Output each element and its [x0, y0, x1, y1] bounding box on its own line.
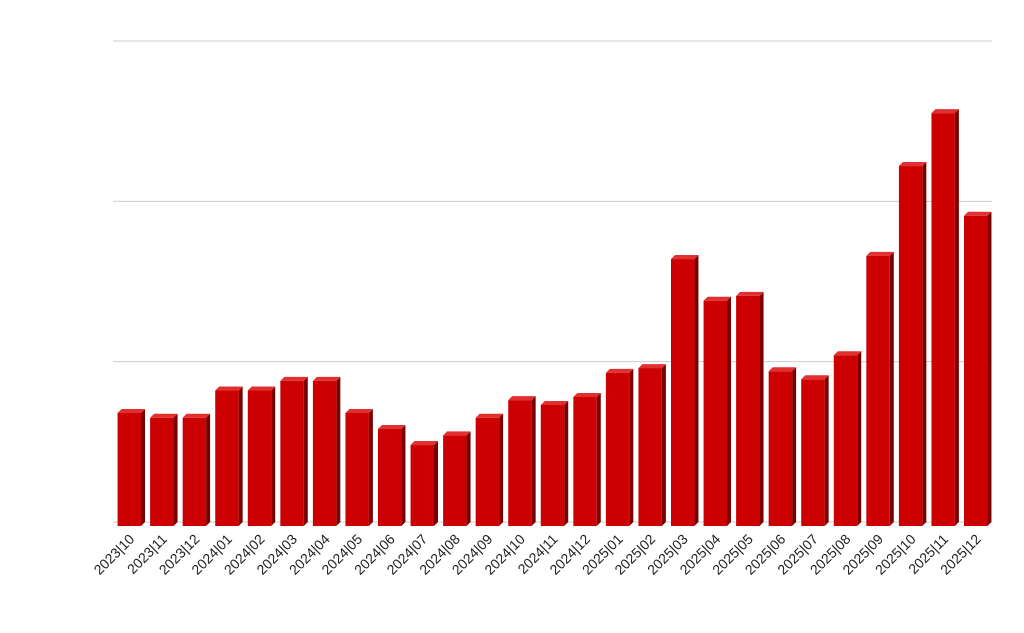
bar: [443, 435, 467, 526]
bar-side: [401, 425, 406, 526]
bar-side: [987, 211, 992, 526]
bar-side: [759, 291, 764, 526]
bar-top: [443, 431, 471, 436]
bar-side: [922, 162, 927, 526]
bar-side: [466, 431, 471, 526]
bar-top: [671, 255, 699, 260]
bar-side: [271, 386, 276, 526]
bar-side: [564, 400, 569, 526]
bar: [475, 417, 500, 526]
bar: [280, 380, 304, 526]
bar: [573, 396, 597, 526]
bar-side: [238, 386, 243, 526]
bar-side: [824, 375, 829, 526]
bar-side: [889, 251, 894, 526]
bar: [182, 417, 207, 526]
bar-side: [531, 396, 536, 526]
bar: [768, 371, 793, 526]
bar-side: [596, 392, 601, 526]
bar: [964, 215, 988, 526]
bar-top: [703, 296, 731, 301]
bar-top: [215, 386, 243, 391]
bar: [247, 390, 272, 526]
bar-top: [964, 211, 992, 216]
bar-top: [280, 376, 308, 381]
bar: [736, 295, 760, 526]
bar-top: [410, 441, 438, 446]
bar: [605, 372, 630, 526]
bar-side: [499, 413, 504, 526]
bar-side: [792, 367, 797, 526]
bar: [508, 400, 532, 526]
bar-side: [140, 408, 145, 526]
bar: [833, 355, 858, 526]
bar-top: [898, 162, 927, 167]
bar: [898, 166, 923, 526]
bar-top: [573, 392, 601, 397]
bar-top: [605, 368, 634, 373]
bar-top: [247, 386, 276, 391]
bar-top: [345, 408, 373, 413]
bar: [150, 417, 174, 526]
bar: [410, 445, 434, 526]
bar: [215, 390, 239, 526]
bar: [866, 255, 890, 526]
bar: [703, 300, 727, 526]
bar-top: [117, 408, 145, 413]
bar: [345, 412, 369, 526]
bar-top: [833, 351, 862, 356]
bar-top: [736, 291, 764, 296]
bar-top: [150, 413, 178, 418]
bar-side: [857, 351, 862, 526]
bar-top: [182, 413, 211, 418]
bar-top: [866, 251, 894, 256]
bar-top: [768, 367, 797, 372]
bar-top: [540, 400, 569, 405]
bar: [117, 412, 141, 526]
bar-top: [312, 376, 341, 381]
bar-top: [931, 109, 959, 114]
bar-side: [726, 296, 731, 526]
bar: [378, 429, 402, 526]
bar: [312, 380, 337, 526]
bar-top: [638, 364, 666, 369]
bar-side: [433, 441, 438, 526]
bar: [801, 379, 825, 526]
bar-side: [694, 255, 699, 526]
bar: [671, 259, 695, 526]
bar: [931, 113, 955, 527]
bar-side: [954, 109, 959, 527]
bar-top: [801, 375, 829, 380]
bar: [638, 368, 662, 526]
bar-side: [173, 413, 178, 526]
bar-side: [206, 413, 211, 526]
bar: [540, 404, 565, 526]
bar-side: [336, 376, 341, 526]
bar-side: [368, 408, 373, 526]
bar-top: [378, 425, 406, 430]
bar-side: [303, 376, 308, 526]
bar-top: [508, 396, 536, 401]
bar-top: [475, 413, 504, 418]
bar-side: [661, 364, 666, 526]
bar-side: [629, 368, 634, 526]
